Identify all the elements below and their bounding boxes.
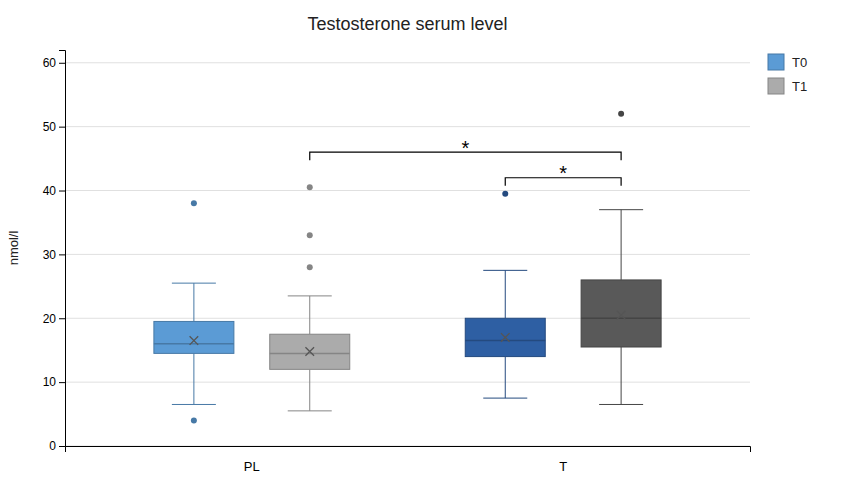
outlier [307,184,313,190]
y-tick: 40 [43,184,65,198]
x-axis-line [66,447,751,453]
outlier [191,200,197,206]
y-tick: 20 [43,312,65,326]
median [270,353,350,355]
whisker [193,353,194,404]
grid-line [65,126,750,127]
whisker-cap [172,404,216,405]
legend: T0 T1 [768,54,807,94]
whisker-cap [599,209,643,210]
y-tick: 60 [43,56,65,70]
annotations: ** [462,137,568,185]
outlier [618,111,624,117]
x-tick: T [559,459,567,474]
whisker [505,357,506,399]
y-tick-label: 0 [49,439,56,453]
y-tick: 50 [43,120,65,134]
x-tick-label: PL [244,459,260,474]
whisker-cap [288,295,332,296]
whisker [309,369,310,411]
y-tick-mark [59,382,65,383]
x-axis: PL T [66,447,751,474]
y-tick-mark [59,318,65,319]
y-tick-label: 50 [43,120,57,134]
marks [154,111,661,424]
box-body [581,280,661,347]
y-tick-label: 10 [43,375,57,389]
box-body [465,318,545,356]
y-tick-label: 20 [43,312,57,326]
outlier [307,232,313,238]
y-tick-label: 30 [43,248,57,262]
legend-swatch [768,78,784,94]
mean-marker [501,333,510,342]
box-series [154,191,545,424]
y-tick: 0 [49,439,65,453]
y-tick-label: 40 [43,184,57,198]
x-tick-label: T [559,459,567,474]
mean-marker [305,347,314,356]
significance-star: * [462,137,470,159]
y-tick-mark [59,254,65,255]
grid-line [65,190,750,191]
median [154,343,234,345]
median [581,318,661,320]
legend-label: T1 [792,79,807,94]
grid-line [65,62,750,63]
box-series [270,111,661,411]
whisker [193,283,194,321]
legend-item: T0 [768,54,807,70]
whisker [309,296,310,334]
y-axis-title: nmol/l [6,231,21,266]
whisker [505,270,506,318]
y-tick-label: 60 [43,56,57,70]
mean-marker [617,311,626,320]
whisker-cap [483,270,527,271]
whisker-cap [172,283,216,284]
y-tick-mark [59,127,65,128]
outlier [502,191,508,197]
y-axis-line [59,51,66,447]
plot-area: 0102030405060PLT** [43,51,751,474]
outlier [191,417,197,423]
y-tick: 30 [43,248,65,262]
whisker [621,347,622,404]
y-axis: 0 10 20 30 40 50 60 [43,51,66,454]
whisker-cap [288,410,332,411]
grid [65,63,750,446]
outlier [307,264,313,270]
box [270,184,350,411]
y-tick: 10 [43,375,65,389]
box-body [154,321,234,353]
whisker-cap [483,398,527,399]
title: Testosterone serum level [307,14,507,34]
median [465,340,545,342]
significance-star: * [559,162,567,184]
grid-line [65,254,750,255]
mean-marker [190,336,199,345]
chart: 0102030405060PLT**Testosterone serum lev… [0,0,850,491]
legend-swatch [768,54,784,70]
grid-line [65,382,750,383]
y-tick-mark [59,446,65,447]
legend-label: T0 [792,55,807,70]
whisker [621,210,622,280]
legend-item: T1 [768,78,807,94]
whisker-cap [599,404,643,405]
grid-line [65,318,750,319]
box [465,191,545,398]
y-tick-mark [59,191,65,192]
y-tick-mark [59,63,65,64]
x-tick: PL [244,459,260,474]
box-body [270,334,350,369]
box [154,200,234,423]
